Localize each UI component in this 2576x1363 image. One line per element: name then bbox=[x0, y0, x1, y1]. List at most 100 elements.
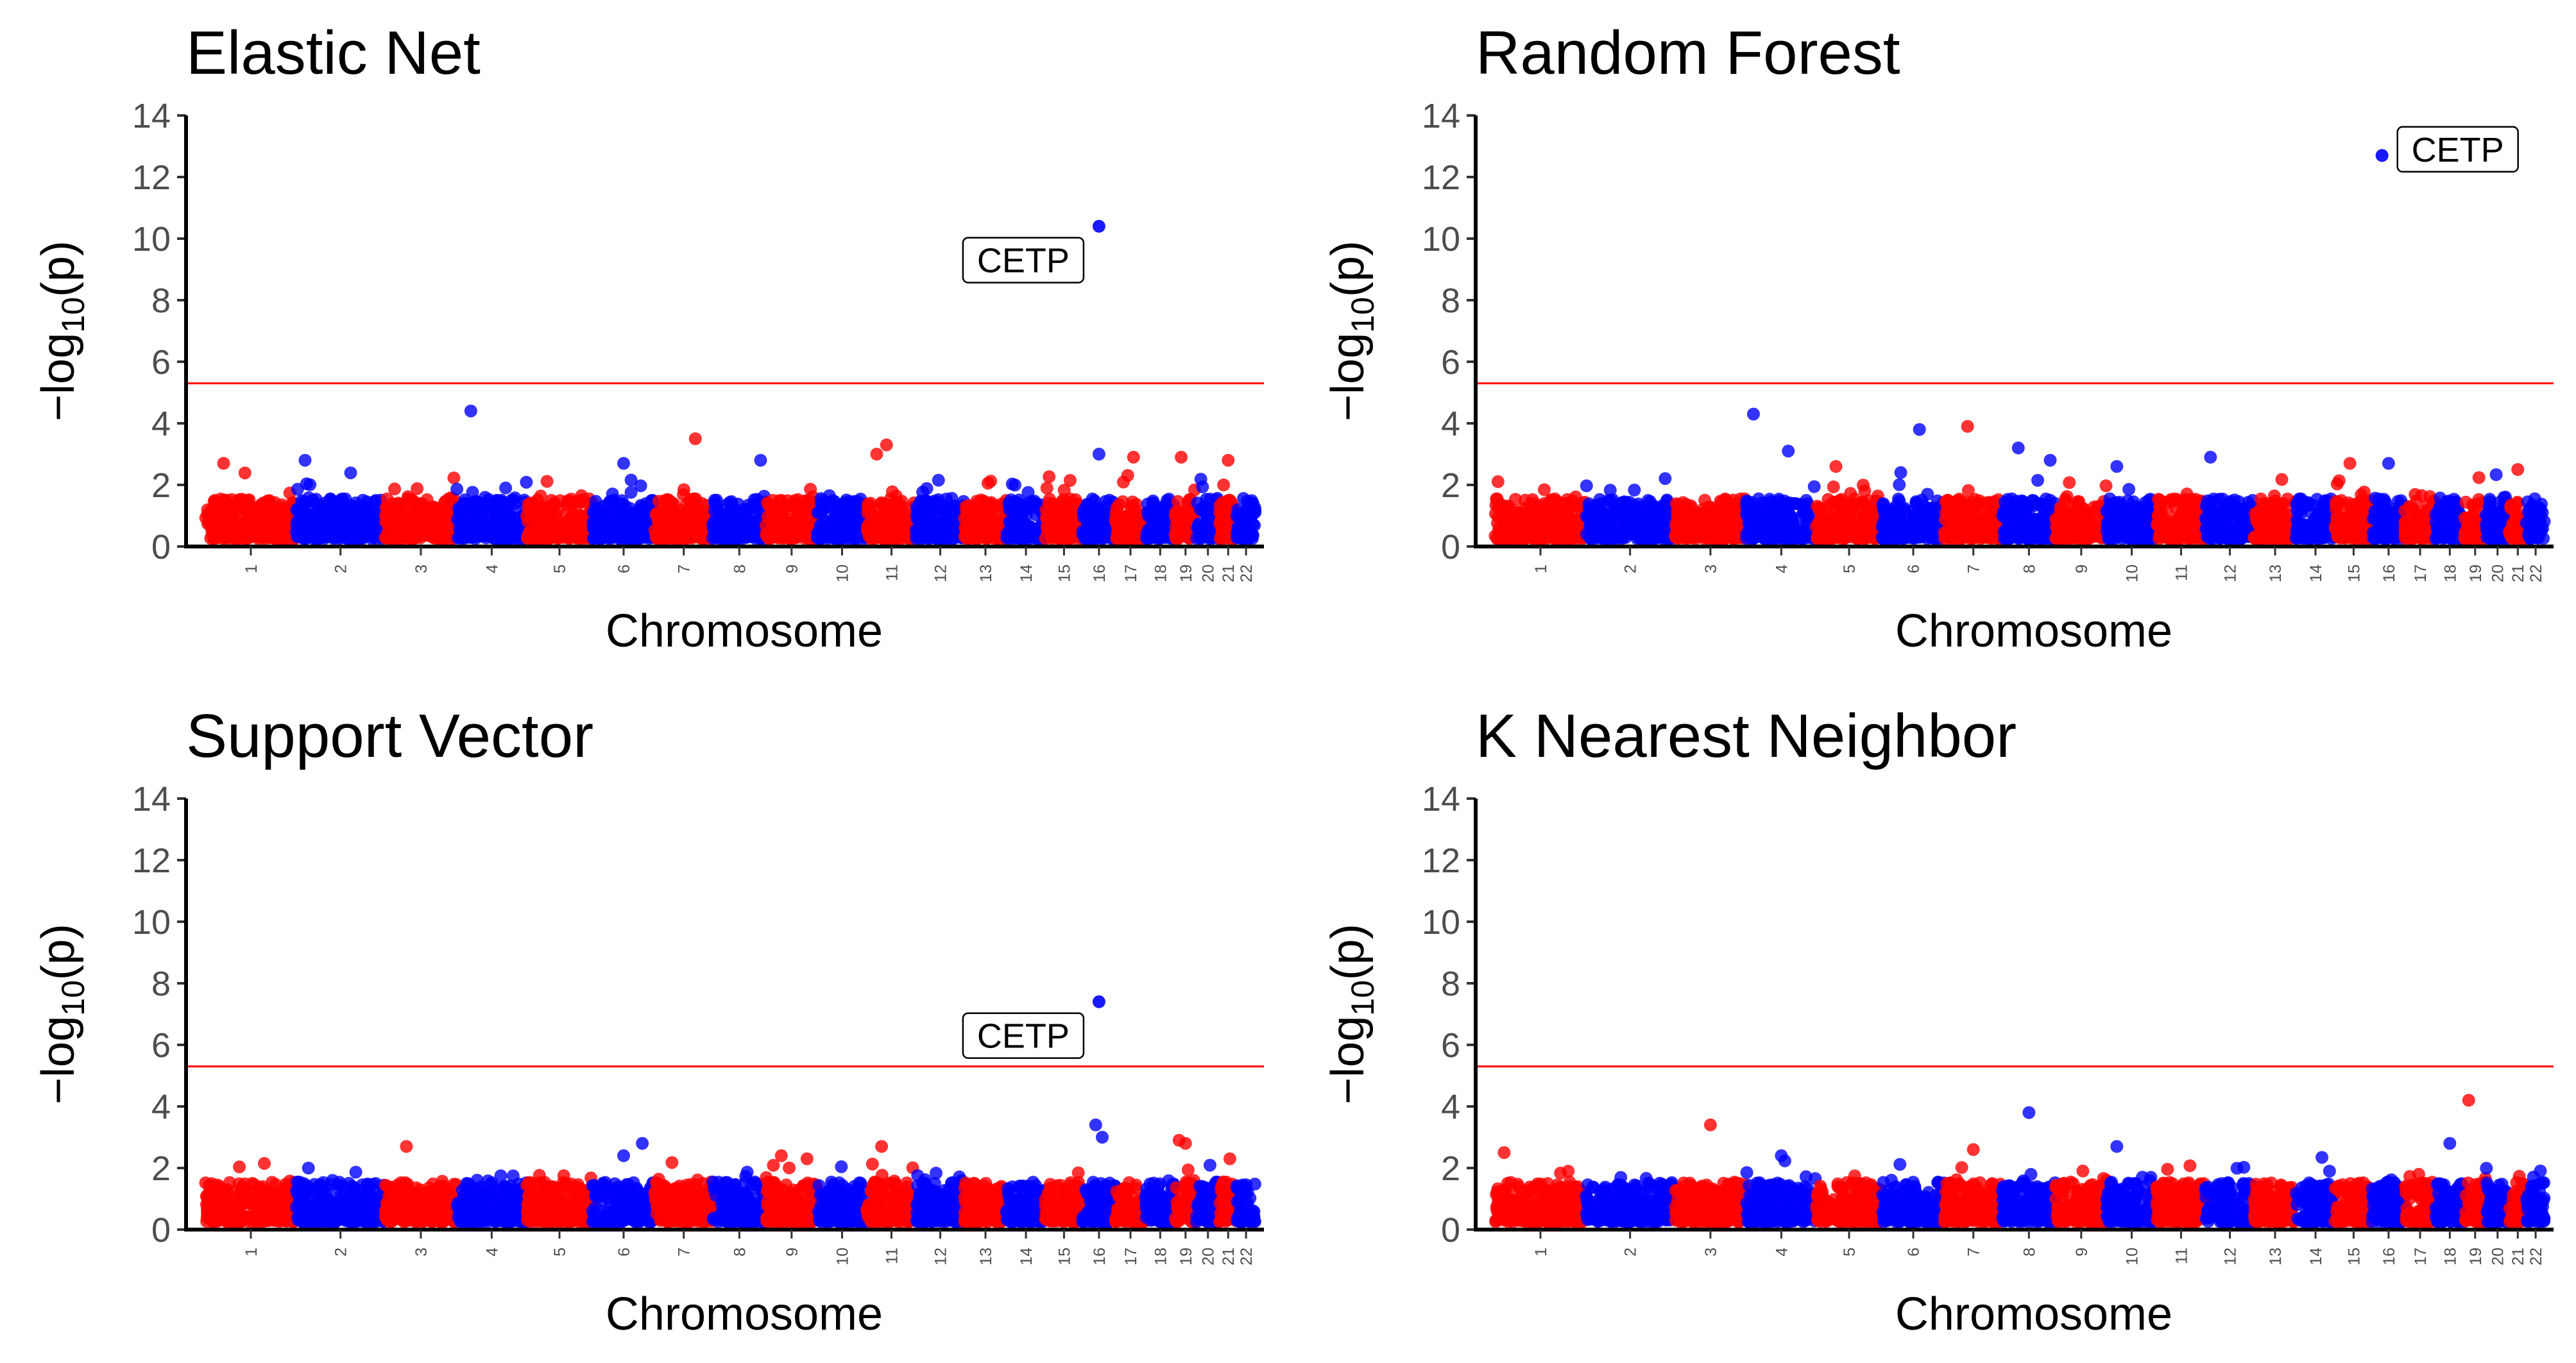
snp-point bbox=[409, 498, 423, 512]
snp-point bbox=[1753, 525, 1767, 539]
snp-point bbox=[1982, 496, 1995, 509]
snp-point bbox=[1217, 478, 1231, 492]
y-tick-label: 6 bbox=[151, 343, 171, 382]
snp-point bbox=[482, 493, 495, 506]
annotation-label: CETP bbox=[977, 242, 1070, 280]
snp-point bbox=[1246, 496, 1259, 510]
snp-point bbox=[1648, 530, 1662, 544]
snp-point bbox=[633, 531, 646, 545]
snp-point bbox=[708, 496, 722, 510]
x-tick-label: 21 bbox=[1220, 564, 1238, 582]
snp-point bbox=[388, 504, 401, 518]
snp-point bbox=[2039, 492, 2052, 505]
snp-point bbox=[1768, 498, 1781, 511]
snp-point bbox=[1755, 512, 1768, 526]
x-tick-label: 9 bbox=[783, 564, 801, 573]
snp-point bbox=[203, 517, 217, 530]
snp-point bbox=[420, 493, 434, 506]
snp-point bbox=[981, 477, 994, 490]
snp-point bbox=[765, 514, 778, 528]
snp-point bbox=[379, 531, 392, 545]
snp-point bbox=[1194, 473, 1207, 486]
snp-point bbox=[570, 531, 583, 545]
snp-point bbox=[1153, 532, 1166, 545]
snp-point bbox=[1887, 507, 1900, 520]
snp-point bbox=[1835, 493, 1848, 506]
snp-point bbox=[1682, 525, 1696, 538]
snp-point bbox=[251, 529, 264, 542]
snp-point bbox=[524, 496, 538, 510]
snp-point bbox=[1495, 532, 1508, 545]
snp-point bbox=[978, 498, 991, 512]
snp-point bbox=[737, 512, 751, 525]
snp-point bbox=[2010, 495, 2024, 508]
x-tick-label: 12 bbox=[932, 564, 950, 582]
x-tick-label: 22 bbox=[1238, 564, 1256, 582]
snp-point bbox=[1671, 509, 1684, 522]
snp-point bbox=[762, 498, 776, 512]
peak-point bbox=[1222, 453, 1235, 467]
snp-point bbox=[334, 493, 348, 507]
snp-point bbox=[1952, 500, 1965, 513]
snp-point bbox=[1823, 530, 1837, 543]
snp-point bbox=[1771, 529, 1784, 543]
snp-point bbox=[447, 471, 461, 485]
snp-point bbox=[1827, 480, 1840, 494]
snp-point bbox=[661, 493, 674, 506]
snp-point bbox=[1630, 521, 1644, 535]
snp-point bbox=[1039, 532, 1052, 545]
snp-point bbox=[899, 529, 912, 542]
snp-point bbox=[975, 525, 989, 538]
snp-point bbox=[627, 507, 640, 520]
peak-point bbox=[880, 438, 893, 452]
snp-point bbox=[692, 519, 705, 532]
snp-point bbox=[1793, 498, 1807, 511]
y-axis-title: −log10(p) bbox=[1322, 241, 1381, 421]
x-tick-label: 13 bbox=[977, 564, 995, 582]
snp-point bbox=[1938, 526, 1951, 539]
x-tick-label: 20 bbox=[1200, 564, 1218, 582]
y-tick-label: 12 bbox=[1422, 158, 1460, 197]
snp-point bbox=[327, 532, 341, 545]
snp-point bbox=[305, 511, 319, 524]
snp-point bbox=[1628, 483, 1641, 496]
snp-point bbox=[505, 493, 518, 507]
snp-point bbox=[804, 482, 817, 496]
snp-point bbox=[1643, 495, 1657, 509]
points bbox=[199, 404, 1262, 545]
snp-point bbox=[663, 514, 677, 528]
snp-point bbox=[522, 532, 535, 545]
snp-point bbox=[958, 530, 971, 543]
snp-point bbox=[940, 512, 953, 525]
snp-point bbox=[1568, 529, 1582, 542]
snp-point bbox=[1857, 478, 1870, 492]
panel-title: Elastic Net bbox=[186, 19, 481, 87]
snp-point bbox=[453, 506, 466, 520]
snp-point bbox=[1616, 531, 1630, 545]
snp-point bbox=[1111, 526, 1125, 539]
snp-point bbox=[1149, 508, 1163, 521]
x-tick-label: 16 bbox=[1091, 564, 1109, 582]
snp-point bbox=[1109, 513, 1122, 527]
snp-point bbox=[1191, 518, 1205, 532]
snp-point bbox=[540, 475, 554, 488]
panel-title: Random Forest bbox=[1476, 19, 1900, 87]
snp-point bbox=[1893, 495, 1906, 508]
snp-point bbox=[679, 497, 693, 511]
snp-point bbox=[1658, 500, 1671, 513]
snp-point bbox=[1110, 502, 1123, 515]
y-tick-label: 14 bbox=[1422, 97, 1460, 135]
snp-point bbox=[1553, 532, 1566, 545]
snp-point bbox=[1213, 514, 1227, 528]
snp-point bbox=[277, 501, 290, 514]
snp-point bbox=[1518, 532, 1531, 545]
snp-point bbox=[291, 482, 304, 496]
snp-point bbox=[1670, 531, 1684, 545]
x-tick-label: 10 bbox=[833, 564, 851, 582]
snp-point bbox=[2034, 531, 2048, 545]
y-tick-label: 8 bbox=[1441, 282, 1460, 320]
snp-point bbox=[238, 466, 252, 480]
